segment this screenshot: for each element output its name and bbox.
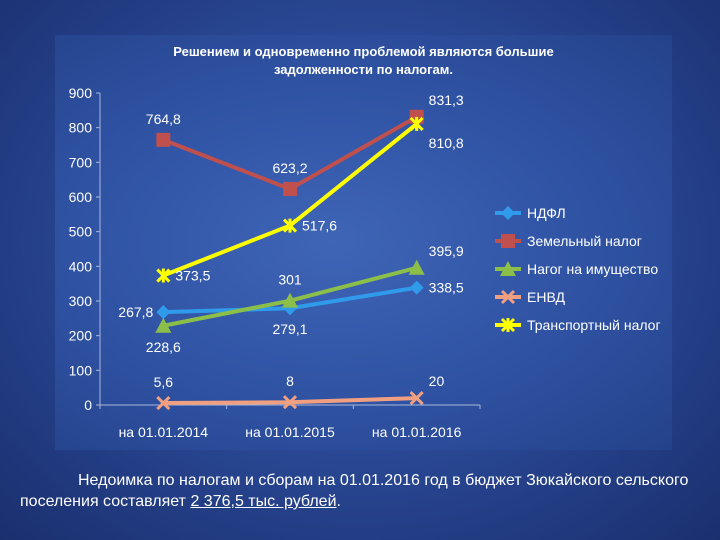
data-label: 517,6 <box>302 218 337 234</box>
legend-label: Нагог на имущество <box>527 261 658 277</box>
data-point <box>282 218 298 233</box>
data-label: 810,8 <box>429 135 464 151</box>
chart-title-line-1: Решением и одновременно проблемой являют… <box>173 44 554 59</box>
data-label: 279,1 <box>272 321 307 337</box>
legend-label: НДФЛ <box>527 205 566 221</box>
caption-text: Недоимка по налогам и сборам на 01.01.20… <box>20 472 689 510</box>
series-line <box>162 122 418 278</box>
caption-amount: 2 376,5 тыс. рублей <box>190 493 337 510</box>
data-point <box>156 395 171 411</box>
data-label: 373,5 <box>175 268 210 284</box>
line-chart: 0 100 200 300 400 500 600 700 800 900 на 01.01.201… <box>69 85 661 440</box>
data-point <box>409 280 424 295</box>
chart-title: Решением и одновременно проблемой являют… <box>55 43 672 79</box>
data-label: 301 <box>278 272 302 288</box>
chart-panel: Решением и одновременно проблемой являют… <box>55 35 672 450</box>
legend-label: Земельный налог <box>527 233 642 249</box>
data-label: 228,6 <box>146 339 181 355</box>
legend-marker <box>501 234 515 248</box>
x-tick-label: на 01.01.2016 <box>372 424 462 440</box>
data-label: 831,3 <box>429 92 464 108</box>
legend-marker <box>500 317 516 333</box>
data-label: 764,8 <box>146 111 181 127</box>
data-point <box>408 259 425 275</box>
y-tick-label: 0 <box>84 397 92 413</box>
y-tick-label: 800 <box>69 120 93 136</box>
x-tick-label: на 01.01.2014 <box>119 424 209 440</box>
legend-marker <box>501 206 515 220</box>
legend-marker <box>500 289 516 305</box>
y-tick-label: 600 <box>69 189 93 205</box>
data-label: 20 <box>429 373 445 389</box>
data-point <box>156 305 171 320</box>
x-tick-label: на 01.01.2015 <box>245 424 335 440</box>
data-label: 267,8 <box>118 304 153 320</box>
data-point <box>283 181 297 196</box>
y-tick-label: 200 <box>69 328 93 344</box>
y-tick-label: 500 <box>69 224 93 240</box>
data-point <box>156 268 171 283</box>
data-point <box>409 116 424 131</box>
y-tick-label: 100 <box>69 362 93 378</box>
caption-end: . <box>336 493 341 510</box>
legend-label: Транспортный налог <box>527 317 661 333</box>
data-label: 5,6 <box>154 374 174 390</box>
data-point <box>156 132 171 147</box>
data-point <box>282 395 298 410</box>
data-point <box>282 292 298 308</box>
caption: Недоимка по налогам и сборам на 01.01.20… <box>20 470 705 512</box>
y-tick-label: 400 <box>69 258 93 274</box>
legend-marker <box>500 261 516 276</box>
data-point <box>155 317 172 333</box>
y-tick-label: 900 <box>69 85 93 101</box>
data-label: 623,2 <box>272 160 307 176</box>
y-tick-label: 700 <box>69 154 93 170</box>
data-label: 338,5 <box>429 280 464 296</box>
data-label: 395,9 <box>429 243 464 259</box>
legend-label: ЕНВД <box>527 289 565 305</box>
chart-title-line-2: задолженности по налогам. <box>274 62 453 77</box>
data-point <box>409 391 424 406</box>
data-label: 8 <box>286 373 294 389</box>
y-tick-label: 300 <box>69 293 93 309</box>
